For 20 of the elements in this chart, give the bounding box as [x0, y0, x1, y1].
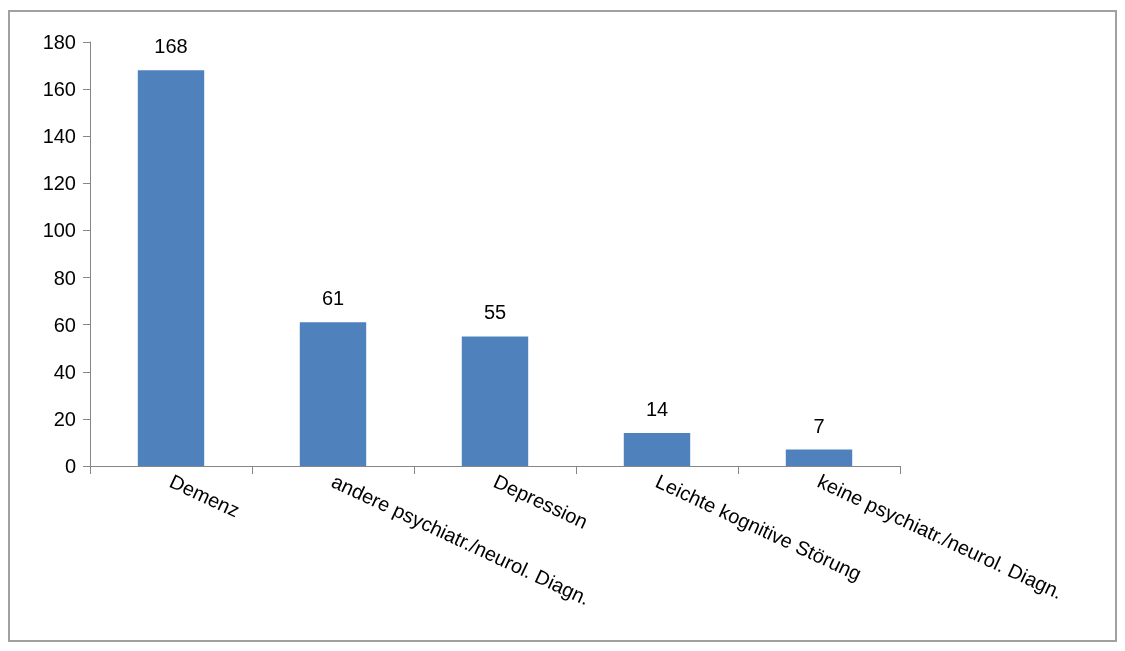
- y-tick-label: 160: [42, 78, 76, 101]
- data-label: 61: [321, 287, 345, 310]
- data-label: 7: [813, 414, 825, 437]
- data-label: 168: [154, 35, 188, 58]
- y-tick-label: 100: [42, 219, 76, 242]
- y-tick-label: 140: [42, 125, 76, 148]
- data-label: 55: [483, 301, 507, 324]
- data-label: 14: [645, 398, 669, 421]
- y-tick-label: 180: [42, 31, 76, 53]
- bar: [137, 70, 205, 466]
- y-tick-label: 0: [64, 455, 76, 477]
- bar: [299, 322, 367, 466]
- y-tick-label: 120: [42, 172, 76, 195]
- bar: [785, 449, 853, 466]
- y-tick-label: 80: [53, 266, 76, 289]
- bar: [461, 336, 529, 466]
- y-tick-label: 60: [53, 313, 76, 336]
- y-tick-label: 40: [53, 360, 76, 383]
- y-tick-label: 20: [53, 407, 76, 430]
- bar: [623, 433, 691, 466]
